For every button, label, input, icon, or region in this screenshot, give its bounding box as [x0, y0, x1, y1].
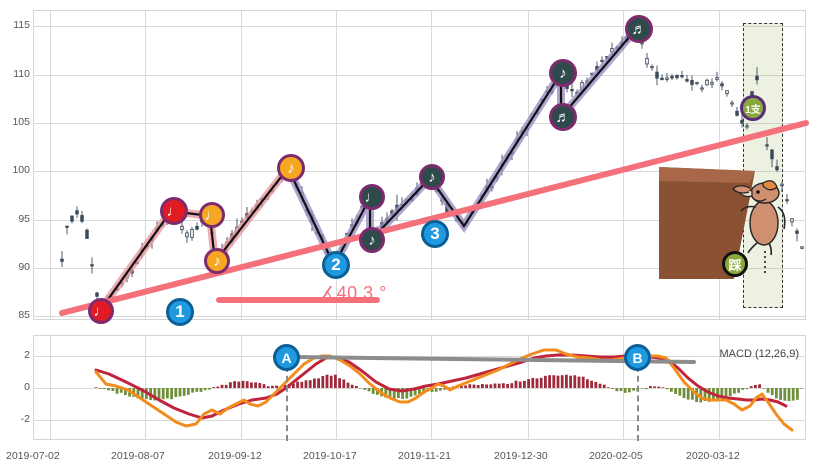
macd-gridline-2 [34, 356, 805, 357]
macd-gridline-m2 [34, 420, 805, 421]
macd-vgridline-3 [241, 336, 242, 439]
cjk-marker-2[interactable]: 踩 [722, 251, 748, 277]
gridline-90 [34, 268, 805, 269]
angle-annotation: ∡40.3 ° [320, 283, 387, 303]
swing-marker-m8[interactable]: ♪ [419, 164, 445, 190]
gridline-115 [34, 26, 805, 27]
swing-marker-m1[interactable]: ♩ [88, 298, 114, 324]
swing-marker-m10[interactable]: ♬ [549, 103, 577, 131]
y-label-85: 85 [18, 309, 30, 321]
y-label-105: 105 [12, 116, 30, 128]
macd-chart-panel[interactable]: A B MACD (12,26,9) [33, 335, 806, 441]
cjk-marker-1[interactable]: 1支 [740, 95, 766, 121]
x-label-2: 2019-09-12 [208, 450, 262, 462]
macd-vgridline-8 [719, 336, 720, 439]
vgridline-7 [623, 11, 624, 319]
x-label-7: 2020-03-12 [686, 450, 740, 462]
y-label-110: 110 [13, 68, 30, 80]
swing-marker-m11[interactable]: ♬ [625, 15, 653, 43]
swing-marker-m7[interactable]: ♪ [359, 227, 385, 253]
x-label-3: 2019-10-17 [303, 450, 357, 462]
macd-y-label-m2: -2 [20, 413, 30, 425]
macd-y-label-2: 2 [24, 349, 30, 361]
y-label-95: 95 [18, 213, 30, 225]
swing-marker-m2[interactable]: ♩ [160, 197, 188, 225]
macd-marker-a[interactable]: A [273, 344, 300, 371]
swing-marker-m4[interactable]: ♪ [204, 248, 230, 274]
numbered-marker-3[interactable]: 3 [421, 220, 449, 248]
swing-marker-m9[interactable]: ♪ [549, 59, 577, 87]
x-label-6: 2020-02-05 [589, 450, 643, 462]
macd-marker-b-line [637, 356, 639, 441]
gridline-110 [34, 75, 805, 76]
macd-series-svg [94, 348, 803, 432]
macd-vgridline-1 [50, 336, 51, 439]
x-label-1: 2019-08-07 [111, 450, 165, 462]
macd-vgridline-2 [145, 336, 146, 439]
highlight-band [743, 23, 783, 308]
y-label-115: 115 [13, 19, 30, 31]
trendline-rising [59, 120, 809, 316]
macd-marker-a-line [286, 356, 288, 441]
vgridline-3 [241, 11, 242, 319]
vgridline-4 [336, 11, 337, 319]
vgridline-8 [719, 11, 720, 319]
y-label-90: 90 [18, 261, 30, 273]
gridline-105 [34, 123, 805, 124]
vgridline-1 [50, 11, 51, 319]
macd-marker-b[interactable]: B [624, 344, 651, 371]
swing-marker-m6[interactable]: ♩ [359, 184, 385, 210]
price-series-svg [59, 20, 809, 317]
swing-marker-m5[interactable]: ♪ [277, 154, 305, 182]
macd-legend-label: MACD (12,26,9) [719, 348, 799, 360]
y-label-100: 100 [12, 164, 30, 176]
macd-dif-line [94, 348, 794, 432]
x-label-5: 2019-12-30 [494, 450, 548, 462]
macd-vgridline-7 [623, 336, 624, 439]
macd-y-label-0: 0 [24, 381, 30, 393]
vgridline-2 [145, 11, 146, 319]
numbered-marker-2[interactable]: 2 [322, 251, 350, 279]
swing-marker-m3[interactable]: ♩ [199, 202, 225, 228]
numbered-marker-1[interactable]: 1 [166, 298, 194, 326]
x-label-0: 2019-07-02 [6, 450, 60, 462]
dog-illustration [732, 180, 786, 256]
price-chart-panel[interactable]: ♩ ♩ ♩ ♪ ♪ ♩ ♪ ♪ ♪ ♬ ♬ 1 2 3 1支 踩 ∡40.3 ° [33, 10, 809, 326]
x-label-4: 2019-11-21 [398, 450, 451, 462]
gridline-85 [34, 316, 805, 317]
vgridline-6 [528, 11, 529, 319]
